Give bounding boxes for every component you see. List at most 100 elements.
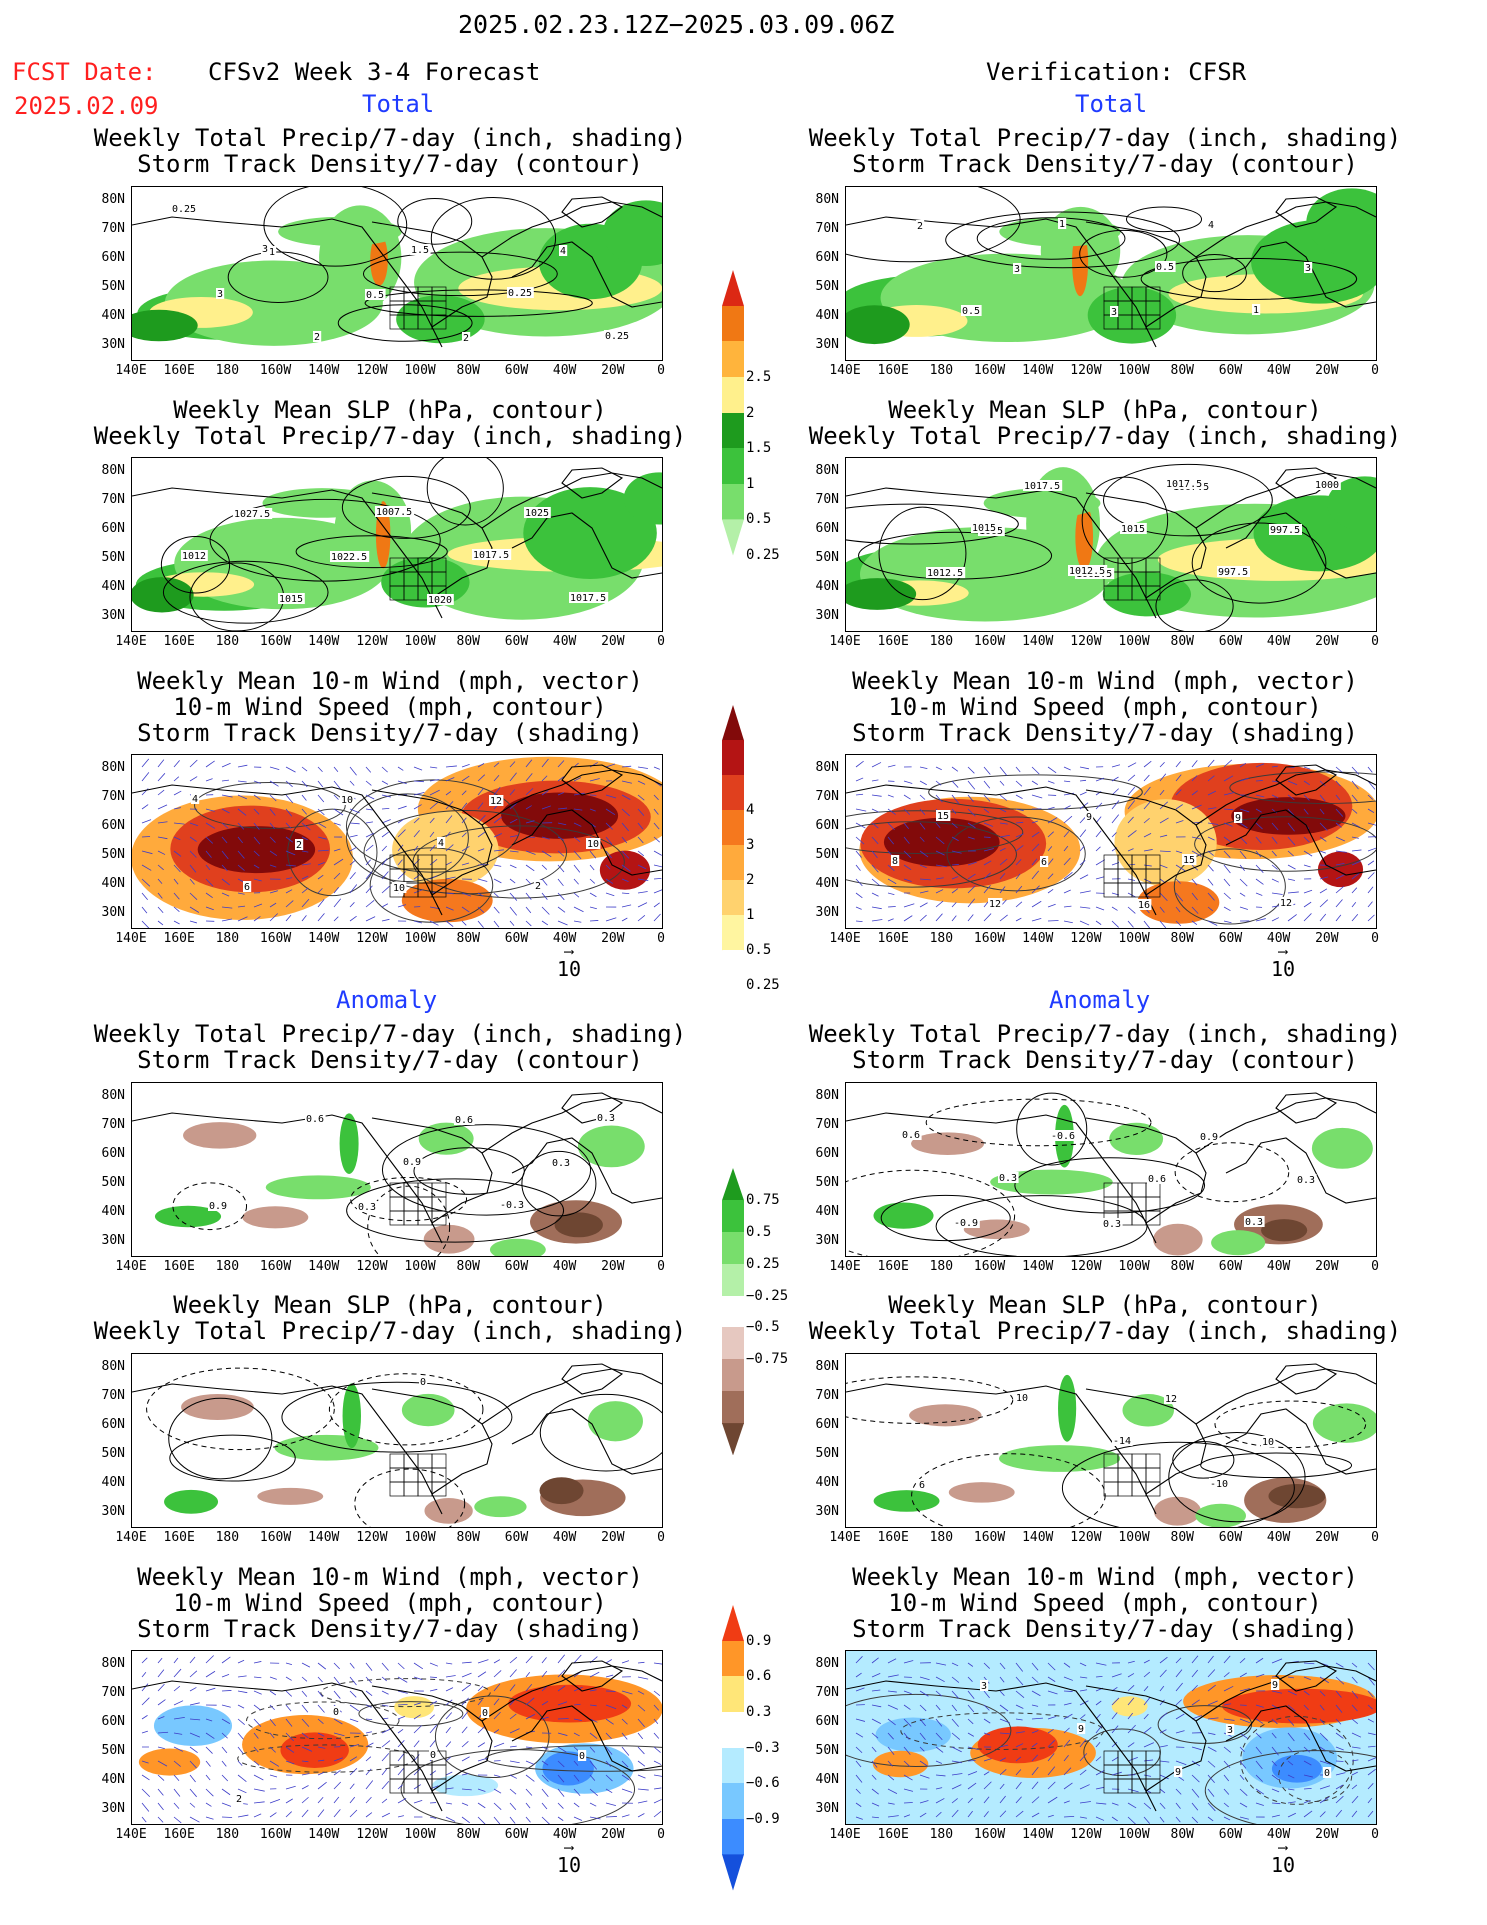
p12-lon-tick: 140W — [1022, 1827, 1054, 1842]
wind-vector — [1271, 794, 1279, 799]
contour-label-bg — [1261, 1436, 1276, 1447]
contour-line — [369, 847, 494, 923]
wind-vector — [983, 1662, 990, 1669]
wind-vector — [1175, 878, 1181, 884]
wind-vector — [173, 850, 182, 857]
wind-vector — [365, 821, 373, 824]
contour-line — [1278, 1749, 1353, 1802]
wind-vector — [397, 1676, 408, 1683]
p7-lat-tick: 30N — [101, 1233, 125, 1248]
wind-vector — [573, 1774, 580, 1782]
contour-label-bg — [569, 592, 609, 603]
contour-label: 0.3 — [1297, 1175, 1315, 1186]
total-storm-colorbar-swatch — [722, 950, 744, 986]
wind-vector — [525, 1760, 535, 1765]
wind-vector — [269, 1690, 277, 1696]
wind-vector — [381, 871, 389, 880]
wind-vector — [983, 780, 991, 789]
contour-label-bg — [1077, 1723, 1086, 1734]
wind-vector — [967, 1676, 973, 1682]
p6-vector-key: ⟶ 10 — [1263, 945, 1303, 981]
wind-vector — [1015, 1718, 1023, 1721]
wind-vector — [1207, 892, 1215, 901]
p8-lon-tick: 180 — [929, 1259, 954, 1274]
wind-vector — [269, 1718, 276, 1727]
shading-blob — [153, 1705, 233, 1747]
total-precip-colorbar-swatch — [722, 376, 744, 413]
wind-vector — [1015, 780, 1023, 787]
wind-vector — [237, 1814, 249, 1818]
wind-vector — [189, 864, 197, 873]
contour-label: 0 — [333, 1707, 339, 1718]
shading-blob — [1122, 1394, 1174, 1427]
wind-vector — [477, 1742, 486, 1748]
state-boundary — [1145, 882, 1161, 898]
wind-vector — [397, 829, 406, 838]
p1-lat-tick: 70N — [101, 221, 125, 236]
p10-title-line-2: Weekly Total Precip/7-day (inch, shading… — [808, 1317, 1402, 1345]
wind-vector — [999, 1690, 1005, 1696]
wind-vector — [141, 864, 152, 871]
anomaly-storm-colorbar-swatch — [722, 1747, 744, 1784]
shading-blob — [132, 577, 194, 613]
contour-label: 2 — [535, 881, 541, 892]
wind-vector — [1255, 1788, 1265, 1795]
contour-line — [846, 1693, 1012, 1767]
p5-lat-tick: 70N — [101, 789, 125, 804]
wind-vector — [1351, 794, 1358, 802]
wind-vector — [365, 832, 374, 838]
wind-vector — [1207, 1746, 1217, 1752]
contour-label: 9 — [1272, 1680, 1278, 1691]
contour-line — [295, 535, 448, 569]
wind-vector — [285, 822, 292, 829]
wind-vector — [1207, 1669, 1216, 1678]
p11-lon-tick: 160E — [163, 1827, 195, 1842]
wind-vector — [887, 892, 895, 895]
wind-vector — [253, 1746, 259, 1753]
wind-vector — [903, 903, 915, 908]
wind-vector — [903, 822, 909, 829]
total-precip-colorbar-label: 0.5 — [746, 511, 772, 528]
anomaly-precip-colorbar-swatch — [722, 1199, 744, 1233]
wind-vector — [333, 1781, 342, 1790]
wind-vector — [173, 807, 181, 810]
contour-line — [160, 536, 231, 594]
wind-vector — [967, 794, 974, 802]
wind-vector — [525, 1683, 533, 1692]
contour-label: 3 — [1305, 263, 1311, 274]
shading-blob — [977, 1726, 1058, 1764]
wind-vector — [1335, 1690, 1342, 1698]
shading-blob — [998, 1445, 1121, 1472]
wind-vector — [253, 1801, 265, 1804]
wind-vector — [221, 1774, 229, 1782]
wind-vector — [621, 1660, 630, 1664]
wind-vector — [855, 1816, 863, 1820]
wind-vector — [301, 1676, 308, 1682]
wind-vector — [637, 794, 645, 801]
wind-vector — [1367, 1690, 1374, 1698]
wind-vector — [221, 892, 230, 897]
contour-label: -0.9 — [954, 1218, 978, 1229]
p4-lat-tick: 40N — [815, 579, 839, 594]
wind-vector — [269, 766, 280, 771]
p5-vector-key: ⟶ 10 — [549, 945, 589, 981]
wind-vector — [221, 918, 233, 922]
wind-vector — [967, 898, 976, 908]
wind-vector — [285, 877, 293, 880]
p1-lon-tick: 140W — [308, 363, 340, 378]
wind-vector — [1095, 876, 1105, 880]
p8-lat-tick: 30N — [815, 1233, 839, 1248]
p5-lon-tick: 140W — [308, 931, 340, 946]
wind-vector — [1143, 833, 1152, 838]
wind-vector — [237, 905, 246, 908]
contour-label: 1017.5 — [1024, 481, 1060, 492]
wind-vector — [999, 1795, 1006, 1804]
wind-vector — [1223, 792, 1235, 796]
wind-vector — [157, 759, 165, 768]
p7-lon-tick: 180 — [215, 1259, 240, 1274]
wind-vector — [903, 836, 910, 844]
wind-vector — [1223, 759, 1233, 768]
p10-lon-tick: 180 — [929, 1530, 954, 1545]
wind-vector — [967, 914, 974, 922]
total-precip-colorbar-swatch — [722, 341, 744, 378]
